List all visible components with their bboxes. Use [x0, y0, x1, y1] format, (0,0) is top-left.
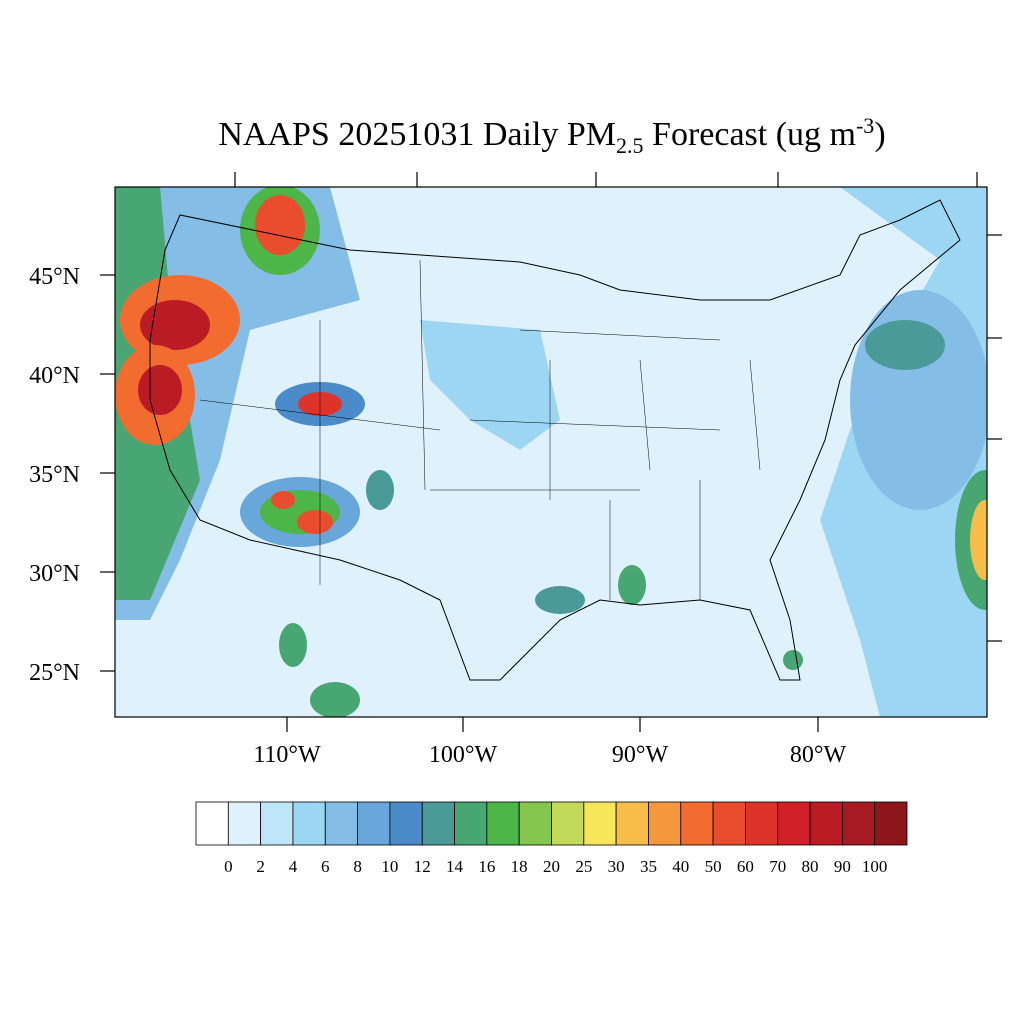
plume — [783, 650, 803, 670]
lat-label: 40°N — [29, 363, 80, 389]
colorbar-label: 70 — [769, 857, 786, 876]
colorbar-label: 100 — [862, 857, 888, 876]
colorbar-box — [745, 801, 779, 846]
lon-label: 90°W — [612, 742, 669, 768]
colorbar-label: 50 — [705, 857, 722, 876]
lat-labels: 45°N 40°N 35°N 30°N 25°N — [29, 264, 80, 686]
colorbar-box — [874, 801, 908, 846]
lat-label: 30°N — [29, 561, 80, 587]
plume — [279, 623, 307, 667]
lat-label: 45°N — [29, 264, 80, 290]
colorbar-box — [421, 801, 455, 846]
colorbar-label: 40 — [672, 857, 689, 876]
colorbar-box — [551, 801, 585, 846]
colorbar-label: 12 — [414, 857, 431, 876]
colorbar-box — [260, 801, 294, 846]
coastline — [149, 199, 961, 681]
colorbar-box — [324, 801, 358, 846]
lon-labels: 110°W 100°W 90°W 80°W — [253, 742, 846, 768]
colorbar-box — [615, 801, 649, 846]
plume — [310, 682, 360, 717]
title-subscript: 2.5 — [616, 133, 644, 158]
colorbar-label: 2 — [256, 857, 265, 876]
plume — [297, 510, 333, 534]
lon-label: 100°W — [429, 742, 498, 768]
colorbar-label: 20 — [543, 857, 560, 876]
plume — [618, 565, 646, 605]
colorbar-label: 25 — [575, 857, 592, 876]
colorbar-box — [486, 801, 520, 846]
colorbar-label: 16 — [478, 857, 495, 876]
colorbar-label: 90 — [834, 857, 851, 876]
colorbar-box — [292, 801, 326, 846]
colorbar-box — [227, 801, 262, 846]
title-superscript: -3 — [856, 113, 874, 138]
title-end: ) — [874, 116, 885, 153]
map-ticks — [100, 172, 1002, 732]
lat-label: 35°N — [29, 462, 80, 488]
plume — [535, 586, 585, 614]
plume — [420, 320, 560, 450]
colorbar-box — [712, 801, 746, 846]
colorbar-box — [777, 801, 811, 846]
colorbar-box — [454, 801, 488, 846]
lat-label: 25°N — [29, 660, 80, 686]
colorbar: 0 2 4 6 8 10 12 14 16 18 20 25 30 35 40 50 60 70 80 90 100 — [195, 801, 908, 876]
title-middle: Forecast (ug m — [644, 116, 856, 153]
plume — [140, 300, 210, 350]
colorbar-box — [809, 801, 843, 846]
colorbar-box — [195, 801, 229, 846]
title: NAAPS 20251031 Daily PM2.5 Forecast (ug … — [218, 113, 885, 158]
lon-label: 80°W — [790, 742, 847, 768]
plume — [366, 470, 394, 510]
plume — [271, 491, 295, 509]
colorbar-box — [389, 801, 423, 846]
colorbar-label: 14 — [446, 857, 464, 876]
colorbar-box — [841, 801, 876, 846]
colorbar-label: 6 — [321, 857, 330, 876]
title-text: NAAPS 20251031 Daily PM — [218, 116, 616, 153]
plume — [255, 195, 305, 255]
colorbar-label: 0 — [224, 857, 233, 876]
colorbar-label: 30 — [608, 857, 625, 876]
lon-label: 110°W — [253, 742, 321, 768]
plume — [970, 500, 987, 580]
map — [115, 187, 987, 717]
colorbar-box — [648, 801, 682, 846]
plume — [865, 320, 945, 370]
colorbar-box — [583, 801, 617, 846]
colorbar-label: 60 — [737, 857, 754, 876]
plume — [138, 365, 182, 415]
colorbar-label: 18 — [511, 857, 528, 876]
colorbar-label: 80 — [802, 857, 819, 876]
colorbar-box — [518, 801, 552, 846]
map-frame — [114, 186, 988, 718]
colorbar-box — [357, 801, 391, 846]
colorbar-label: 8 — [353, 857, 362, 876]
state-borders — [199, 259, 761, 600]
colorbar-label: 35 — [640, 857, 657, 876]
colorbar-box — [680, 801, 714, 846]
colorbar-label: 4 — [289, 857, 298, 876]
colorbar-label: 10 — [381, 857, 398, 876]
